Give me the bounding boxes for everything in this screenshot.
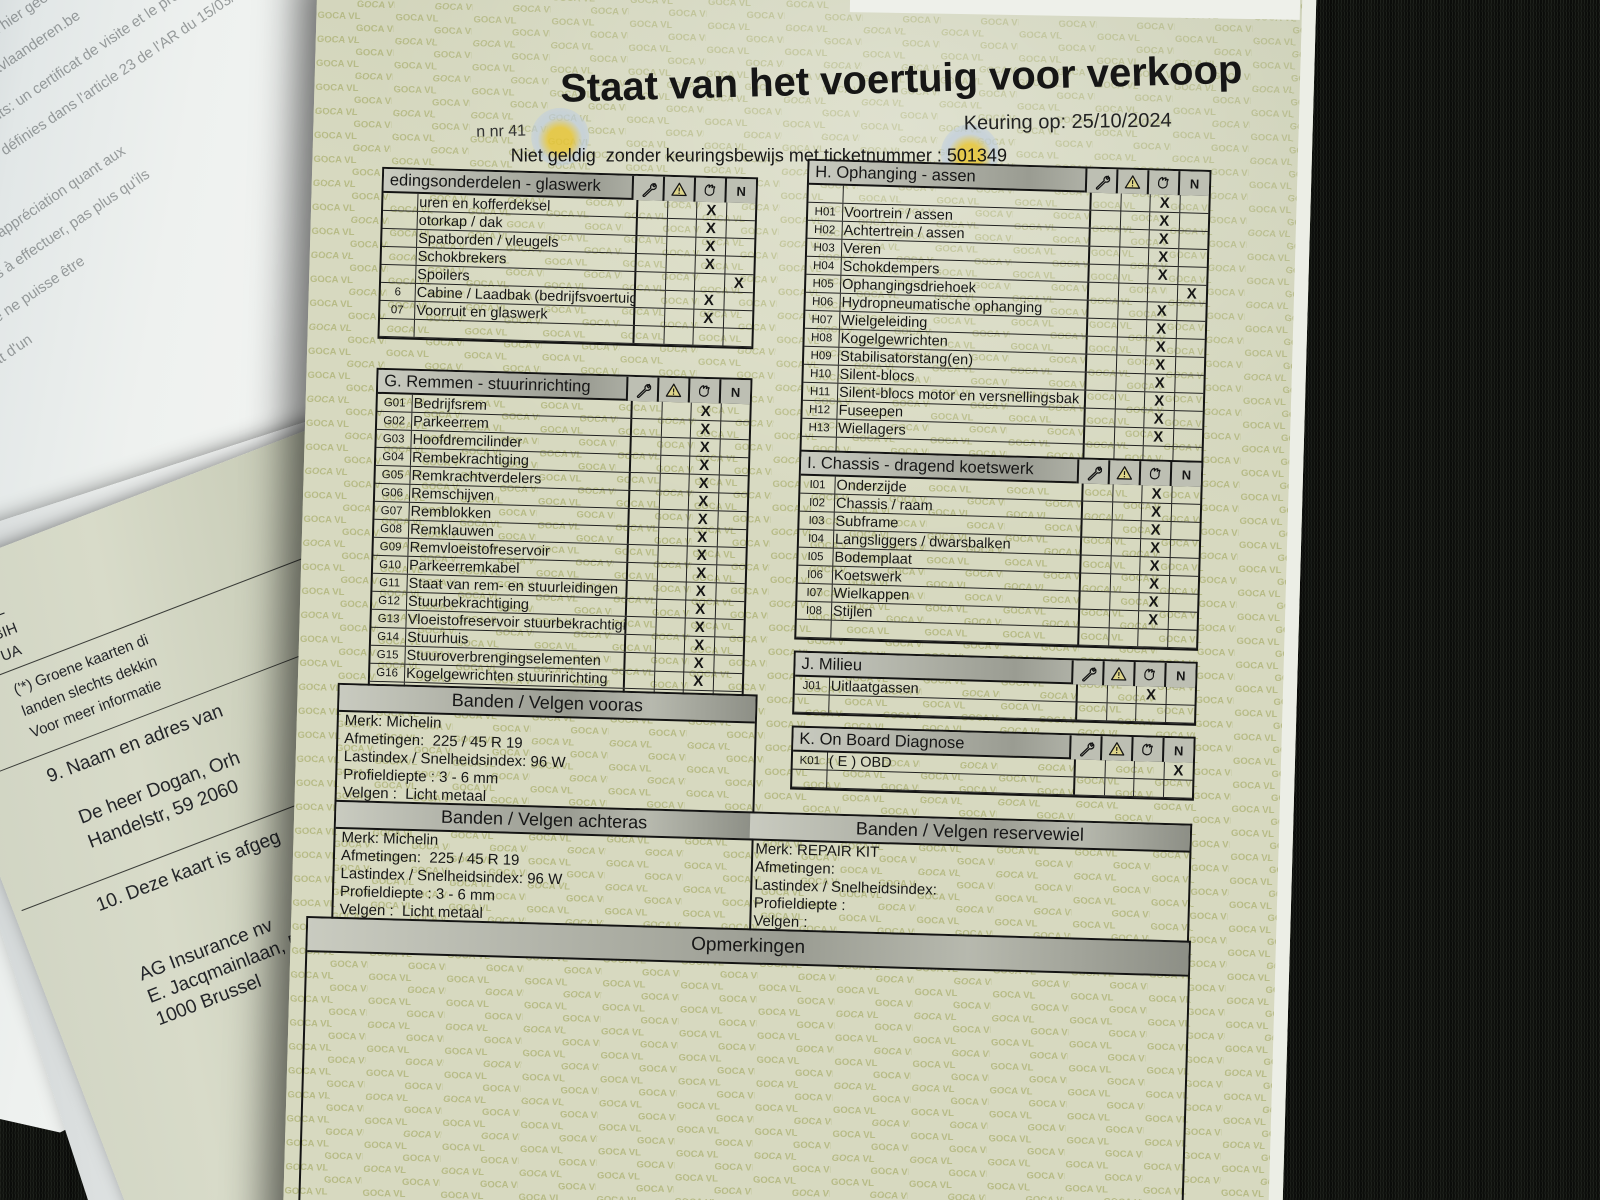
svg-text:visite et qui limitent sa vali: visite et qui limitent sa validité avant… <box>0 253 88 514</box>
